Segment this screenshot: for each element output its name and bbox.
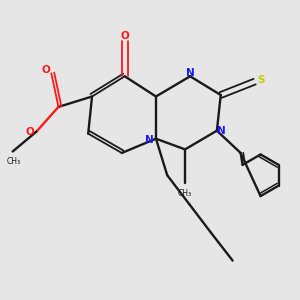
Text: O: O xyxy=(120,31,129,41)
Text: O: O xyxy=(41,65,50,75)
Text: CH₃: CH₃ xyxy=(7,158,21,166)
Text: N: N xyxy=(186,68,194,78)
Text: N: N xyxy=(217,126,226,136)
Text: CH₃: CH₃ xyxy=(178,189,192,198)
Text: S: S xyxy=(257,75,265,85)
Text: O: O xyxy=(26,127,34,136)
Text: N: N xyxy=(145,135,154,145)
